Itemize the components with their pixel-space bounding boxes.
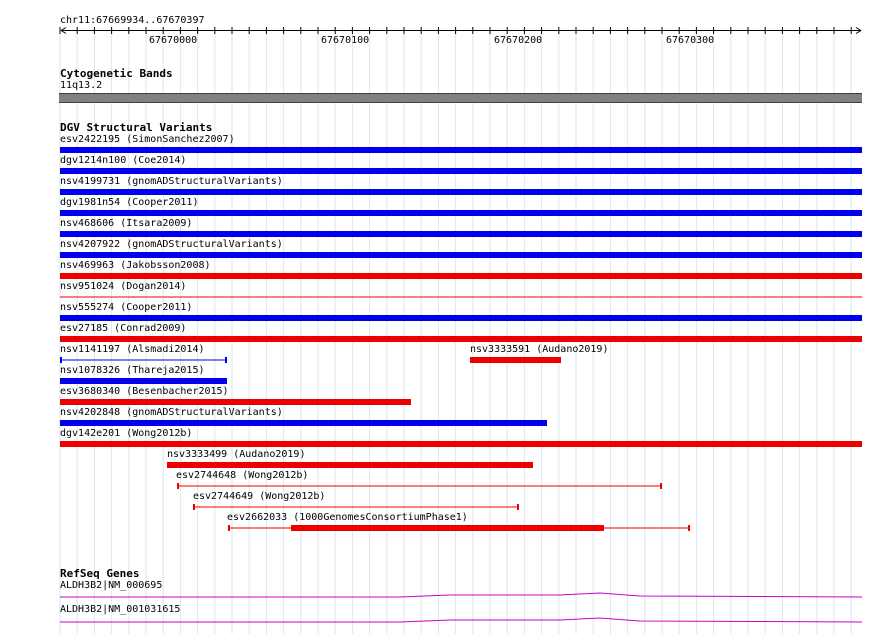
variant-bar bbox=[60, 168, 862, 174]
track-title: DGV Structural Variants bbox=[60, 121, 213, 134]
variant-label: dgv1981n54 (Cooper2011) bbox=[60, 197, 199, 208]
ruler-scale bbox=[59, 27, 862, 34]
variant-bar bbox=[167, 462, 533, 468]
variant-end-cap bbox=[688, 525, 690, 531]
variant-bar bbox=[60, 420, 547, 426]
variant-label: esv27185 (Conrad2009) bbox=[60, 323, 187, 334]
variant-bar bbox=[60, 252, 862, 258]
variant-bar bbox=[60, 210, 862, 216]
variant-bar bbox=[60, 315, 862, 321]
variant-label: nsv3333591 (Audano2019) bbox=[470, 344, 609, 355]
ruler-tick-label: 67670000 bbox=[149, 35, 198, 46]
variant-end-cap bbox=[517, 504, 519, 510]
gene-line bbox=[60, 617, 863, 623]
variant-bar bbox=[60, 189, 862, 195]
location-label: chr11:67669934..67670397 bbox=[60, 15, 205, 26]
ruler-left-arrow bbox=[60, 27, 67, 34]
variant-label: nsv469963 (Jakobsson2008) bbox=[60, 260, 211, 271]
variant-label: nsv1141197 (Alsmadi2014) bbox=[60, 344, 205, 355]
variant-end-cap bbox=[225, 357, 227, 363]
variant-label: nsv4202848 (gnomADStructuralVariants) bbox=[60, 407, 283, 418]
gene-line bbox=[60, 592, 863, 598]
variant-label: esv2744649 (Wong2012b) bbox=[193, 491, 326, 502]
variant-end-cap bbox=[177, 483, 179, 489]
variant-label: nsv555274 (Cooper2011) bbox=[60, 302, 193, 313]
ruler-tick-label: 67670300 bbox=[666, 35, 715, 46]
variant-label: nsv951024 (Dogan2014) bbox=[60, 281, 187, 292]
variant-label: esv3680340 (Besenbacher2015) bbox=[60, 386, 229, 397]
variant-end-cap bbox=[660, 483, 662, 489]
variant-label: nsv1078326 (Thareja2015) bbox=[60, 365, 205, 376]
variant-label: nsv3333499 (Audano2019) bbox=[167, 449, 306, 460]
variant-end-cap bbox=[228, 525, 230, 531]
variant-end-cap bbox=[60, 357, 62, 363]
variant-bar bbox=[60, 231, 862, 237]
variant-label: dgv142e201 (Wong2012b) bbox=[60, 428, 193, 439]
band-bar[interactable] bbox=[59, 93, 862, 103]
track-title: Cytogenetic Bands bbox=[60, 67, 173, 80]
variant-bar bbox=[60, 336, 862, 342]
variant-bar bbox=[60, 147, 862, 153]
variant-label: nsv4199731 (gnomADStructuralVariants) bbox=[60, 176, 283, 187]
band-label: 11q13.2 bbox=[60, 80, 103, 91]
variant-bar bbox=[60, 273, 862, 279]
gene-label: ALDH3B2|NM_000695 bbox=[60, 580, 163, 591]
variant-label: dgv1214n100 (Coe2014) bbox=[60, 155, 187, 166]
variant-bar bbox=[291, 525, 604, 531]
ruler-right-arrow bbox=[855, 27, 862, 34]
variant-bar bbox=[60, 378, 227, 384]
variant-bar bbox=[60, 441, 862, 447]
track-title: RefSeq Genes bbox=[60, 567, 140, 580]
variant-bar bbox=[470, 357, 561, 363]
variant-label: nsv468606 (Itsara2009) bbox=[60, 218, 193, 229]
variant-end-cap bbox=[193, 504, 195, 510]
variant-label: nsv4207922 (gnomADStructuralVariants) bbox=[60, 239, 283, 250]
variant-label: esv2744648 (Wong2012b) bbox=[176, 470, 309, 481]
variant-label: esv2422195 (SimonSanchez2007) bbox=[60, 134, 235, 145]
variant-label: esv2662033 (1000GenomesConsortiumPhase1) bbox=[227, 512, 468, 523]
variant-bar bbox=[60, 399, 411, 405]
gene-label: ALDH3B2|NM_001031615 bbox=[60, 604, 181, 615]
ruler-tick-label: 67670200 bbox=[494, 35, 543, 46]
ruler-tick-label: 67670100 bbox=[321, 35, 370, 46]
